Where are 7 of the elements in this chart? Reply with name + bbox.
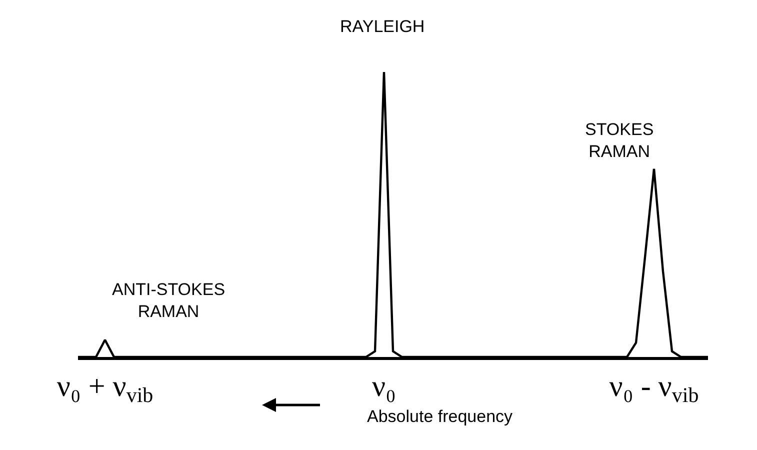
annotation: STOKES RAMAN	[585, 120, 654, 162]
x-tick-label: ν₀	[372, 370, 396, 403]
annotation: ANTI-STOKES RAMAN	[112, 280, 226, 322]
x-axis-title: Absolute frequency	[367, 407, 514, 426]
text: RAYLEIGH	[340, 17, 425, 36]
x-tick-label: ν₀ - ν$_{vib}$	[609, 370, 699, 408]
x-tick-label: ν₀ + ν$_{vib}$	[56, 370, 154, 408]
